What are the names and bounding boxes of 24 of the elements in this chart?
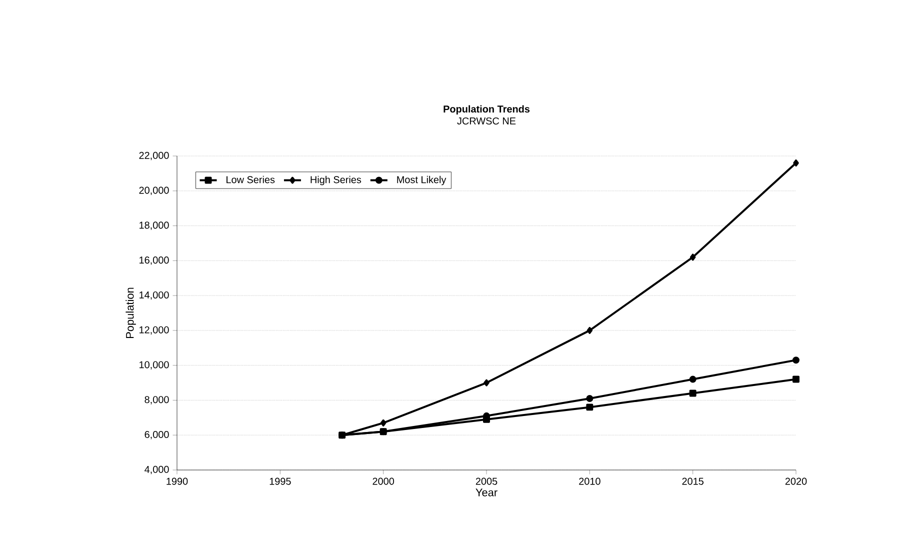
y-tick-label: 22,000	[139, 152, 169, 160]
x-tick-label: 1990	[166, 478, 188, 485]
x-tick-label: 1995	[270, 478, 291, 485]
x-tick-label: 2010	[579, 478, 600, 485]
y-tick-label: 20,000	[139, 186, 169, 196]
x-tick-label: 2005	[476, 478, 498, 485]
y-tick-label: 16,000	[140, 256, 169, 265]
x-axis-title: Year	[476, 488, 498, 496]
y-tick-label: 8,000	[144, 396, 169, 404]
x-tick-label: 2020	[785, 478, 807, 485]
y-tick-label: 6,000	[144, 431, 169, 440]
x-tick-label: 2000	[372, 478, 394, 485]
chart-subtitle: JCRWSC NE	[457, 117, 516, 124]
y-tick-label: 12,000	[140, 326, 169, 335]
legend-label: High Series	[310, 176, 362, 186]
x-tick-label: 2015	[682, 478, 704, 485]
legend-label: Low Series	[226, 176, 275, 184]
y-axis-title: Population	[126, 288, 136, 338]
y-tick-label: 4,000	[144, 466, 169, 474]
chart-title: Population Trends	[444, 105, 530, 115]
legend-label: Most Likely	[397, 176, 446, 186]
y-tick-label: 18,000	[140, 222, 169, 230]
y-tick-label: 14,000	[140, 291, 169, 300]
y-tick-label: 10,000	[140, 361, 169, 370]
